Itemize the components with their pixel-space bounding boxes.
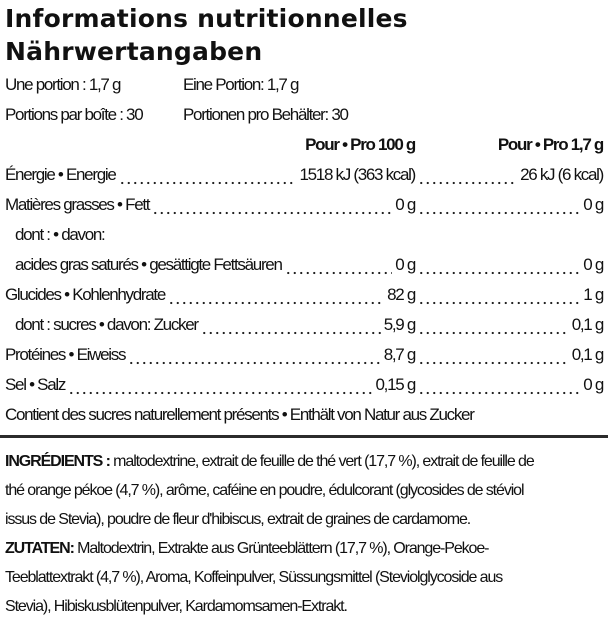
value-per-100g: 0,15 g: [375, 375, 417, 394]
title-fr: Informations nutritionnelles: [5, 4, 408, 33]
ingredients-fr-line: maltodextrine, extrait de feuille de thé…: [109, 453, 535, 470]
value-per-100g: 0 g: [395, 255, 416, 274]
ingredients-fr-line: issus de Stevia), poudre de fleur d'hibi…: [5, 511, 471, 528]
value-per-100g: 0 g: [395, 195, 416, 214]
nutrient-label: Énergie • Energie: [5, 165, 117, 184]
dot-leader: [128, 340, 381, 370]
nutrient-label: Glucides • Kohlenhydrate: [5, 285, 166, 304]
nutrient-row: dont : sucres • davon: Zucker 5,9 g 0,1 g: [5, 310, 605, 340]
dot-leader: [118, 160, 297, 190]
nutrient-row: Énergie • Energie 1518 kJ (363 kcal) 26 kJ…: [5, 160, 604, 190]
dot-leader: [68, 370, 373, 400]
value-per-serving: 0 g: [583, 375, 604, 394]
nutrient-row: Glucides • Kohlenhydrate 82 g 1 g: [5, 280, 604, 310]
value-per-serving: 0 g: [583, 195, 604, 214]
serving-size-row: Une portion : 1,7 g Eine Portion: 1,7 g: [5, 70, 603, 100]
value-per-serving: 0,1 g: [571, 345, 605, 364]
dot-leader: [418, 280, 581, 310]
nutrient-label: Protéines • Eiweiss: [5, 345, 126, 364]
dot-leader: [418, 160, 518, 190]
nutrient-label: dont : sucres • davon: Zucker: [15, 315, 199, 334]
nutrient-label: acides gras saturés • gesättigte Fettsäu…: [15, 255, 283, 274]
dot-leader: [418, 370, 581, 400]
header-per-100g: Pour • Pro 100 g: [305, 135, 416, 154]
nutrient-label: Matières grasses • Fett: [5, 195, 151, 214]
ingredients-de-line: Stevia), Hibiskusblütenpulver, Kardamoms…: [5, 598, 348, 615]
servings-count-de: Portionen pro Behälter: 30: [183, 105, 349, 124]
divider: [0, 435, 608, 438]
dot-leader: [418, 250, 581, 280]
nutrient-row: acides gras saturés • gesättigte Fettsäu…: [5, 250, 604, 280]
value-per-serving: 1 g: [583, 285, 604, 304]
sugar-note: Contient des sucres naturellement présen…: [5, 405, 475, 424]
value-per-100g: 82 g: [387, 285, 416, 304]
dot-leader: [418, 310, 569, 340]
value-per-serving: 0,1 g: [571, 315, 605, 334]
dot-leader: [418, 190, 581, 220]
dot-leader: [284, 250, 393, 280]
ingredients-section: INGRÉDIENTS : maltodextrine, extrait de …: [5, 447, 603, 621]
ingredients-fr-label: INGRÉDIENTS :: [5, 453, 111, 470]
nutrition-table: Une portion : 1,7 g Eine Portion: 1,7 g …: [5, 70, 605, 430]
value-per-100g: 1518 kJ (363 kcal): [299, 165, 416, 184]
dot-leader: [418, 340, 569, 370]
nutrient-row: dont : • davon:: [5, 220, 603, 250]
nutrient-label: dont : • davon:: [15, 225, 106, 244]
value-per-serving: 26 kJ (6 kcal): [520, 165, 604, 184]
nutrient-row: Sel • Salz 0,15 g 0 g: [5, 370, 604, 400]
dot-leader: [152, 190, 393, 220]
ingredients-de-line: Teeblattextrakt (4,7 %), Aroma, Koffeinp…: [5, 569, 503, 586]
serving-de: Eine Portion: 1,7 g: [183, 75, 299, 94]
dot-leader: [167, 280, 385, 310]
servings-count-fr: Portions par boîte : 30: [5, 105, 144, 124]
title-de: Nährwertangaben: [5, 37, 263, 66]
nutrient-row: Matières grasses • Fett 0 g 0 g: [5, 190, 604, 220]
header-per-serving: Pour • Pro 1,7 g: [497, 135, 604, 154]
serving-fr: Une portion : 1,7 g: [5, 75, 121, 94]
nutrient-row: Protéines • Eiweiss 8,7 g 0,1 g: [5, 340, 605, 370]
ingredients-de-label: ZUTATEN:: [5, 540, 75, 557]
value-per-100g: 5,9 g: [383, 315, 417, 334]
servings-count-row: Portions par boîte : 30 Portionen pro Be…: [5, 100, 603, 130]
value-per-serving: 0 g: [583, 255, 604, 274]
dot-leader: [200, 310, 381, 340]
ingredients-de-line: Maltodextrin, Extrakte aus Grünteeblätte…: [73, 540, 489, 557]
ingredients-fr-line: thé orange pékoe (4,7 %), arôme, caféine…: [5, 482, 525, 499]
column-header-row: Pour • Pro 100 g Pour • Pro 1,7 g: [5, 130, 604, 160]
value-per-100g: 8,7 g: [383, 345, 417, 364]
nutrient-label: Sel • Salz: [5, 375, 66, 394]
